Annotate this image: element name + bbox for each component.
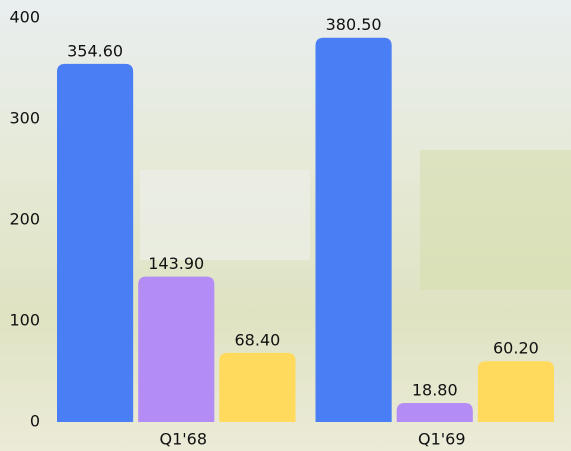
bar [477,361,554,422]
background-shape [140,170,310,260]
bar [219,352,296,422]
value-label: 354.60 [67,41,123,60]
y-tick-label: 300 [9,109,40,128]
bar [57,63,134,422]
value-label: 68.40 [235,330,281,349]
value-label: 60.20 [493,339,539,358]
bar [315,37,392,422]
x-tick-label: Q1'69 [418,430,466,449]
value-label: 380.50 [326,15,382,34]
value-label: 143.90 [148,254,204,273]
y-tick-label: 100 [9,311,40,330]
y-tick-label: 400 [9,8,40,27]
y-tick-label: 200 [9,210,40,229]
x-tick-label: Q1'68 [159,430,207,449]
bar [396,403,473,422]
value-label: 18.80 [412,381,458,400]
y-tick-label: 0 [30,412,40,431]
background-shape [420,150,571,290]
bar [138,276,215,422]
